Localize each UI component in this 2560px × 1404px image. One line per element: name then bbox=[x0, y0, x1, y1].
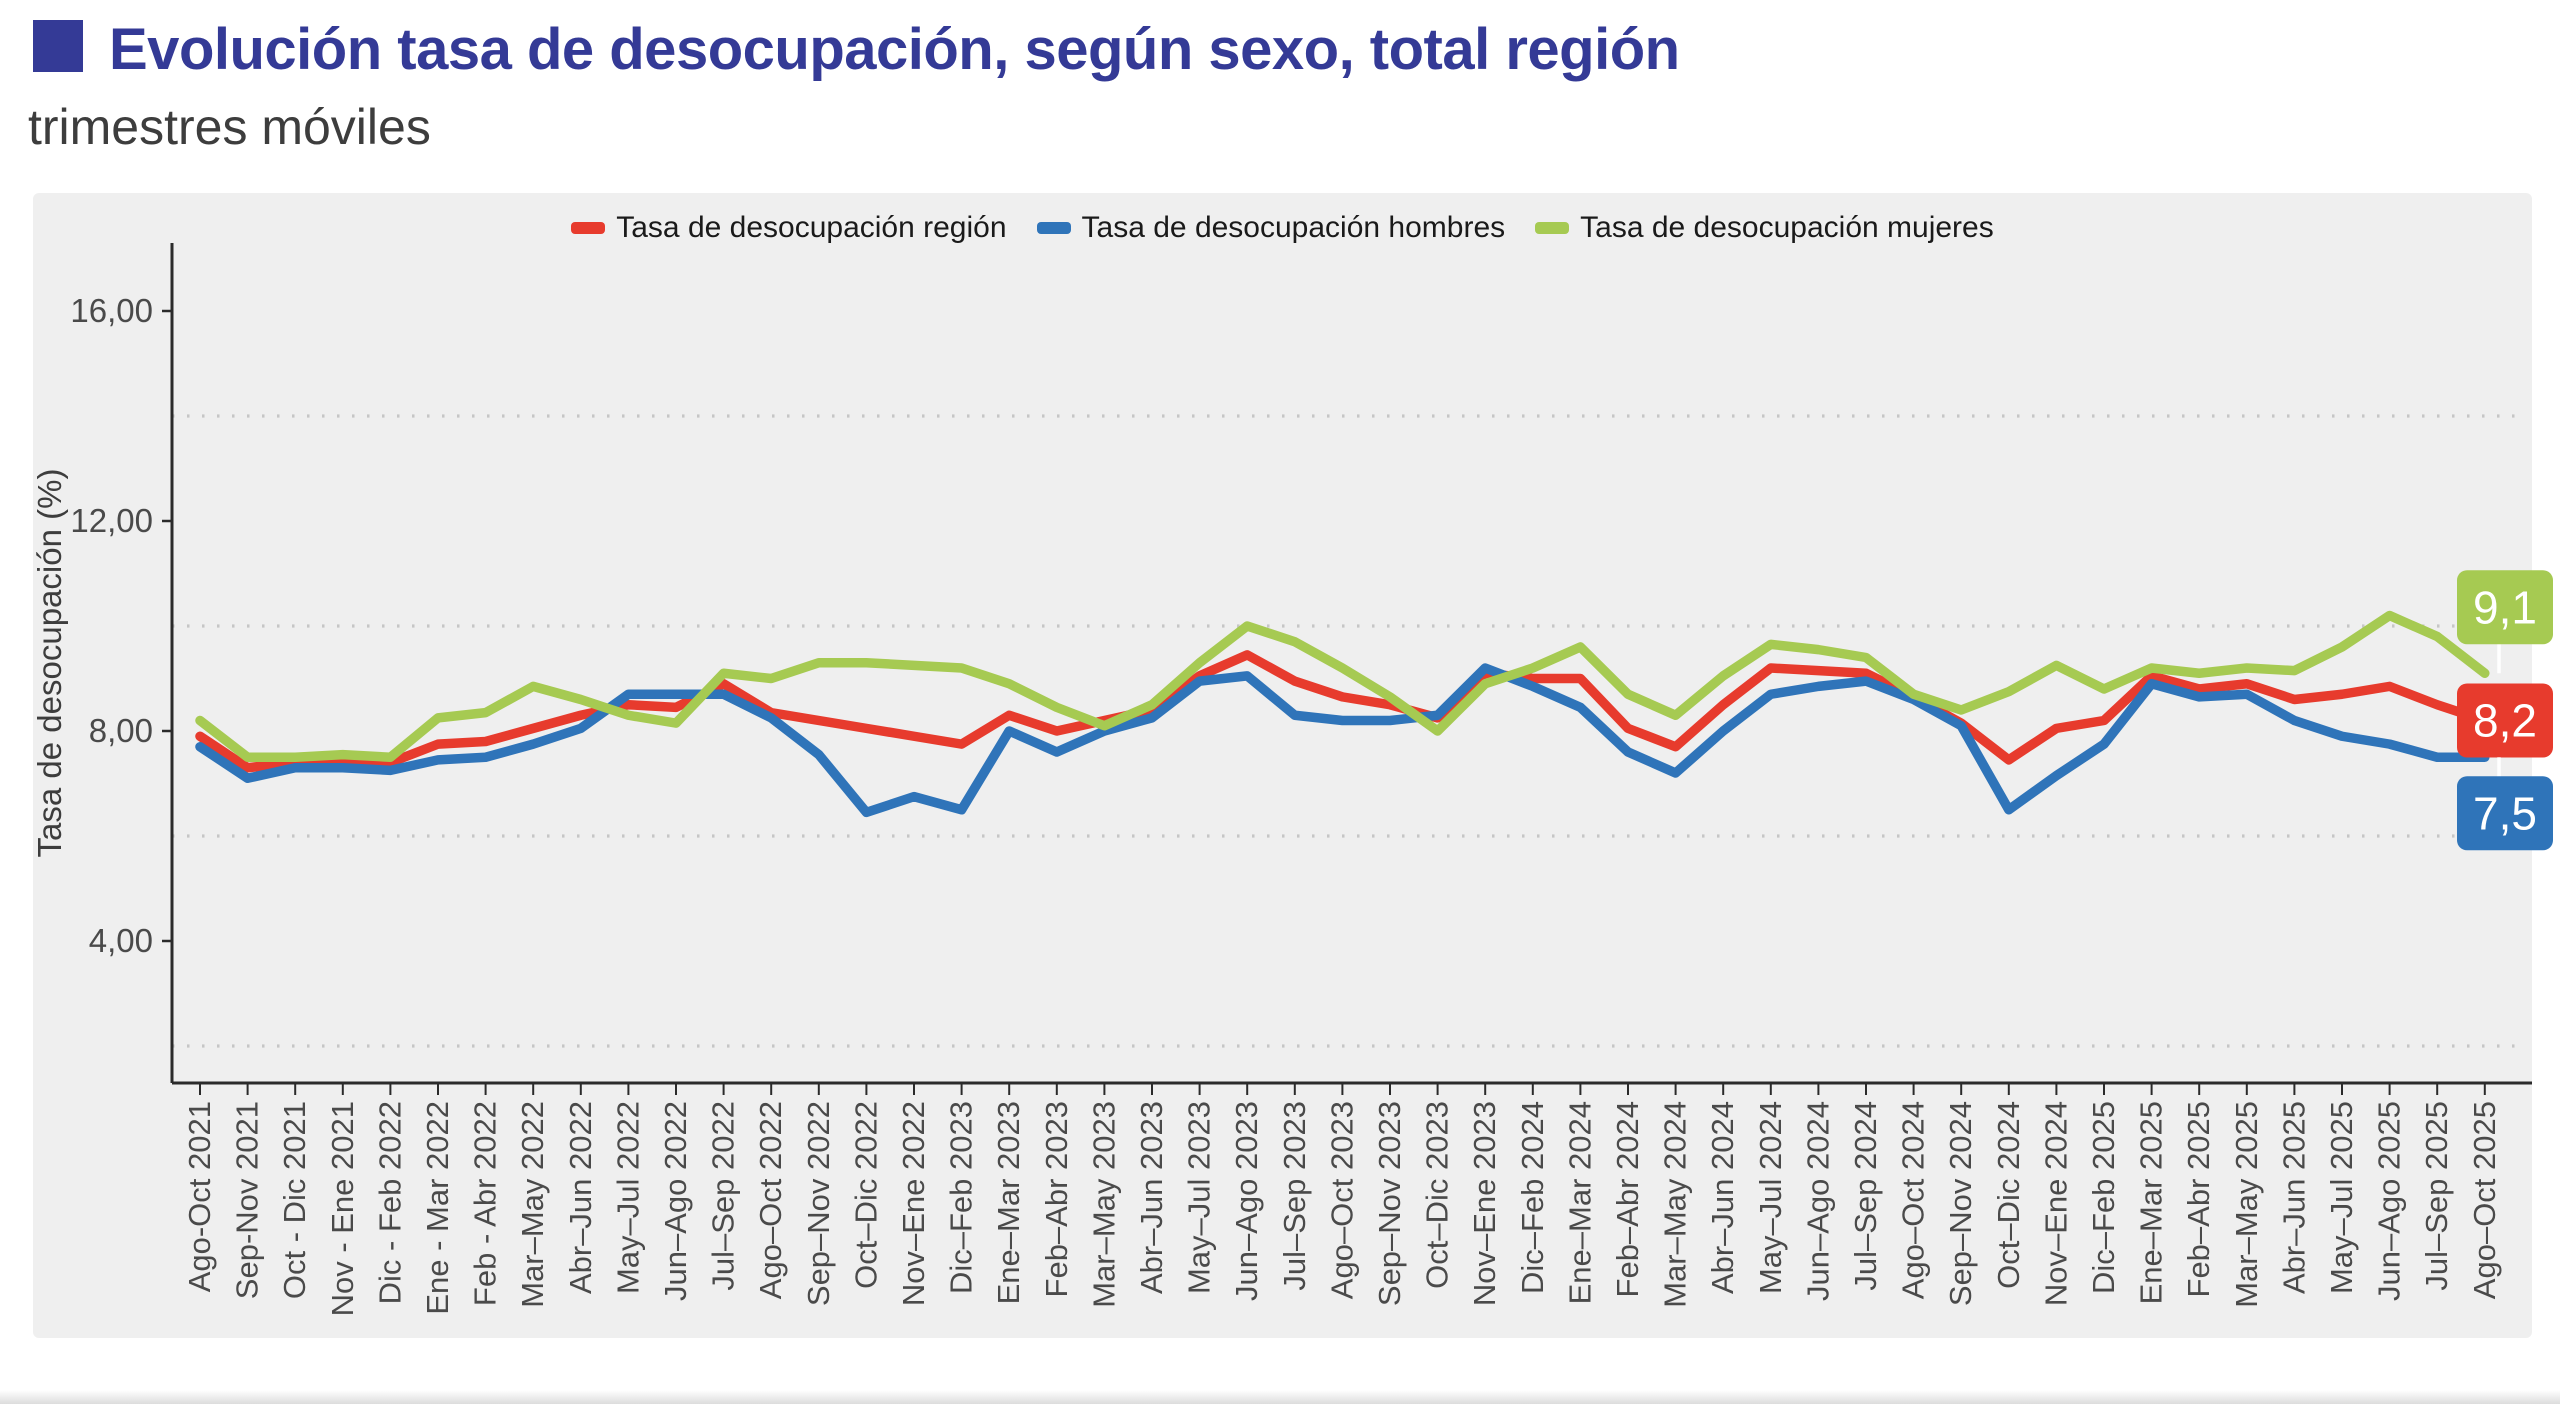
x-axis-label: Jul–Sep 2024 bbox=[1848, 1101, 1883, 1291]
x-axis-label: Jun–Ago 2024 bbox=[1800, 1101, 1835, 1301]
x-axis-label: Nov–Ene 2023 bbox=[1467, 1101, 1502, 1306]
x-axis-label: May–Jul 2022 bbox=[610, 1101, 645, 1294]
page-title: Evolución tasa de desocupación, según se… bbox=[109, 17, 1680, 82]
end-label-value-mujeres: 9,1 bbox=[2473, 581, 2537, 633]
x-axis-label: Oct–Dic 2024 bbox=[1991, 1101, 2026, 1289]
x-axis-label: Mar–May 2023 bbox=[1086, 1101, 1121, 1308]
end-label-value-hombres: 7,5 bbox=[2473, 787, 2537, 839]
legend-key-region-icon bbox=[571, 222, 606, 234]
x-axis-label: Ago-Oct 2021 bbox=[182, 1101, 217, 1292]
x-axis-label: Dic - Feb 2022 bbox=[372, 1101, 407, 1304]
x-axis-label: Mar–May 2022 bbox=[515, 1101, 550, 1308]
legend-key-hombres-icon bbox=[1036, 222, 1071, 234]
x-axis-label: Feb–Abr 2023 bbox=[1039, 1101, 1074, 1297]
chart-header: Evolución tasa de desocupación, según se… bbox=[33, 20, 1680, 80]
legend-key-mujeres-icon bbox=[1535, 222, 1570, 234]
x-axis-label: Ago–Oct 2023 bbox=[1324, 1101, 1359, 1299]
x-axis-label: Sep–Nov 2022 bbox=[801, 1101, 836, 1306]
x-axis-label: Oct–Dic 2022 bbox=[848, 1101, 883, 1289]
x-axis-label: Jul–Sep 2025 bbox=[2419, 1101, 2454, 1291]
x-axis-label: Nov - Ene 2021 bbox=[325, 1101, 360, 1316]
y-axis-tick-label: 8,00 bbox=[89, 712, 153, 749]
x-axis-label: Feb–Abr 2025 bbox=[2181, 1101, 2216, 1297]
end-label-box-mujeres bbox=[2457, 570, 2553, 645]
x-axis-label: Jul–Sep 2023 bbox=[1277, 1101, 1312, 1291]
x-axis-label: Ago–Oct 2024 bbox=[1896, 1101, 1931, 1299]
x-axis-label: Ene–Mar 2025 bbox=[2134, 1101, 2169, 1304]
page-subtitle: trimestres móviles bbox=[28, 99, 431, 155]
x-axis-label: Abr–Jun 2025 bbox=[2276, 1101, 2311, 1294]
x-axis-label: Sep-Nov 2021 bbox=[230, 1101, 265, 1299]
legend-item-region: Tasa de desocupación región bbox=[571, 211, 1007, 245]
x-axis-label: Ene–Mar 2024 bbox=[1562, 1101, 1597, 1304]
x-axis-label: Jun–Ago 2023 bbox=[1229, 1101, 1264, 1301]
x-axis-label: Jul–Sep 2022 bbox=[706, 1101, 741, 1291]
x-axis-label: Dic–Feb 2024 bbox=[1515, 1101, 1550, 1294]
x-axis-label: Oct - Dic 2021 bbox=[277, 1101, 312, 1299]
legend-label-hombres: Tasa de desocupación hombres bbox=[1081, 211, 1506, 244]
x-axis-label: May–Jul 2023 bbox=[1182, 1101, 1217, 1294]
x-axis-label: Abr–Jun 2022 bbox=[563, 1101, 598, 1294]
series-line-region bbox=[195, 650, 2490, 773]
x-axis-label: Feb - Abr 2022 bbox=[468, 1101, 503, 1306]
x-axis-label: Oct–Dic 2023 bbox=[1420, 1101, 1455, 1289]
end-label-value-region: 8,2 bbox=[2473, 695, 2537, 747]
x-axis-label: May–Jul 2025 bbox=[2324, 1101, 2359, 1294]
legend-label-region: Tasa de desocupación región bbox=[616, 211, 1007, 244]
x-axis-label: Sep–Nov 2024 bbox=[1943, 1101, 1978, 1306]
x-axis-label: Nov–Ene 2022 bbox=[896, 1101, 931, 1306]
x-axis-label: Ago–Oct 2022 bbox=[753, 1101, 788, 1299]
x-axis-label: Abr–Jun 2023 bbox=[1134, 1101, 1169, 1294]
x-axis-label: Dic–Feb 2023 bbox=[944, 1101, 979, 1294]
x-axis-label: Nov–Ene 2024 bbox=[2038, 1101, 2073, 1306]
x-axis-label: Ene–Mar 2023 bbox=[991, 1101, 1026, 1304]
legend-label-mujeres: Tasa de desocupación mujeres bbox=[1580, 211, 1994, 244]
end-label-box-region bbox=[2457, 683, 2553, 758]
x-axis-label: May–Jul 2024 bbox=[1753, 1101, 1788, 1294]
end-label-box-hombres bbox=[2457, 776, 2553, 851]
title-bullet-square-icon bbox=[33, 20, 83, 72]
legend-item-mujeres: Tasa de desocupación mujeres bbox=[1535, 211, 1994, 245]
chart-panel: Tasa de desocupación región Tasa de deso… bbox=[31, 193, 2553, 1338]
x-axis-label: Jun–Ago 2022 bbox=[658, 1101, 693, 1301]
x-axis-label: Mar–May 2025 bbox=[2229, 1101, 2264, 1308]
x-axis-label: Feb–Abr 2024 bbox=[1610, 1101, 1645, 1297]
x-axis-label: Jun–Ago 2025 bbox=[2372, 1101, 2407, 1301]
x-axis-label: Ene - Mar 2022 bbox=[420, 1101, 455, 1315]
x-axis-label: Ago–Oct 2025 bbox=[2467, 1101, 2502, 1299]
series-line-hombres bbox=[195, 663, 2490, 818]
y-axis-title: Tasa de desocupación (%) bbox=[31, 469, 68, 858]
x-axis-label: Mar–May 2024 bbox=[1658, 1101, 1693, 1308]
line-chart: 16,00 12,00 8,00 4,00 Tasa de desocupación (… bbox=[31, 243, 2553, 1316]
window-bottom-edge bbox=[0, 1390, 2560, 1404]
legend-item-hombres: Tasa de desocupación hombres bbox=[1036, 211, 1506, 245]
chart-legend: Tasa de desocupación región Tasa de deso… bbox=[33, 211, 2532, 245]
y-axis-tick-label: 4,00 bbox=[89, 922, 153, 959]
x-axis-label: Dic–Feb 2025 bbox=[2086, 1101, 2121, 1294]
y-axis-tick-label: 16,00 bbox=[70, 292, 153, 329]
series-line-mujeres bbox=[195, 610, 2490, 762]
x-axis-label: Sep–Nov 2023 bbox=[1372, 1101, 1407, 1306]
x-axis-label: Abr–Jun 2024 bbox=[1705, 1101, 1740, 1294]
y-axis-tick-label: 12,00 bbox=[70, 502, 153, 539]
